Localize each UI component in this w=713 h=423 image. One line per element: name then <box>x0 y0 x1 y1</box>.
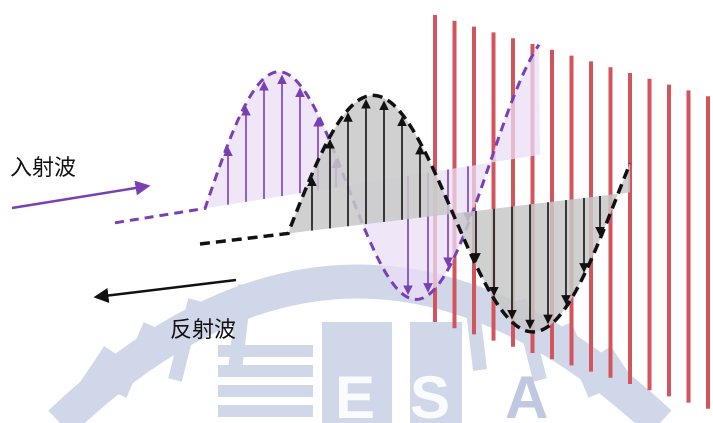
incident-direction-arrow <box>11 180 151 210</box>
incident-wave-label: 入射波 <box>10 156 77 181</box>
reflected-wave-fill <box>288 95 630 332</box>
incident-wave-fill <box>205 44 540 300</box>
watermark-building <box>218 322 462 423</box>
reflected-wave-curve <box>199 93 632 334</box>
reflected-wave-label: 反射波 <box>170 318 237 343</box>
reflected-wave-arrows <box>307 98 605 330</box>
watermark-letter: E <box>335 364 375 423</box>
reflected-direction-arrow <box>93 278 237 303</box>
watermark-letter: A <box>505 364 548 423</box>
watermark-letter: S <box>410 364 450 423</box>
